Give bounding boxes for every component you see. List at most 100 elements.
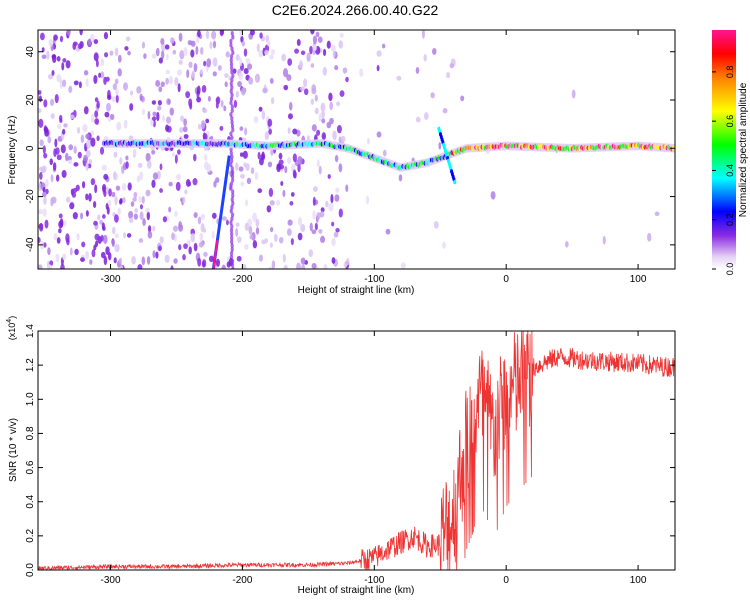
noise-cell bbox=[230, 135, 234, 141]
noise-cell bbox=[186, 239, 191, 247]
noise-cell bbox=[204, 153, 208, 162]
noise-cell bbox=[152, 111, 157, 117]
noise-cell bbox=[127, 182, 132, 191]
noise-cell bbox=[156, 105, 162, 111]
noise-cell bbox=[205, 118, 210, 124]
noise-cell bbox=[189, 102, 193, 110]
spectrogram-y-tick-label: 0 bbox=[25, 145, 36, 151]
noise-cell bbox=[62, 58, 67, 63]
noise-cell bbox=[157, 99, 162, 106]
noise-cell bbox=[170, 37, 175, 44]
noise-cell bbox=[287, 219, 293, 226]
noise-cell bbox=[129, 103, 134, 111]
noise-cell bbox=[205, 30, 210, 39]
noise-cell bbox=[47, 136, 52, 144]
noise-cell bbox=[127, 50, 131, 56]
noise-cell bbox=[62, 253, 67, 261]
noise-cell bbox=[178, 59, 183, 65]
noise-cell bbox=[73, 162, 79, 167]
noise-cell bbox=[73, 80, 79, 86]
noise-cell bbox=[118, 257, 122, 265]
noise-cell bbox=[128, 210, 134, 219]
noise-cell bbox=[229, 42, 233, 48]
noise-cell bbox=[278, 152, 283, 160]
snr-x-tick-label: -300 bbox=[101, 575, 121, 586]
noise-cell bbox=[199, 232, 204, 242]
noise-cell bbox=[423, 112, 429, 120]
spectrogram-x-tick-label: -300 bbox=[101, 274, 121, 285]
noise-cell bbox=[230, 173, 235, 179]
noise-cell bbox=[230, 77, 234, 83]
noise-cell bbox=[321, 132, 327, 141]
noise-cell bbox=[312, 35, 318, 45]
noise-cell bbox=[300, 257, 306, 265]
noise-cell bbox=[230, 247, 234, 253]
noise-cell bbox=[230, 216, 234, 222]
spectrogram-x-axis-label: Height of straight line (km) bbox=[298, 285, 415, 296]
noise-cell bbox=[156, 111, 160, 122]
noise-cell bbox=[87, 163, 92, 169]
noise-cell bbox=[160, 43, 166, 51]
snr-y-tick-label: 0.2 bbox=[25, 528, 36, 542]
noise-cell bbox=[224, 81, 228, 88]
noise-cell bbox=[177, 83, 181, 93]
noise-cell bbox=[230, 65, 234, 71]
noise-cell bbox=[94, 110, 99, 118]
noise-cell bbox=[94, 233, 100, 241]
noise-cell bbox=[252, 212, 258, 222]
noise-cell bbox=[158, 57, 163, 64]
noise-cell bbox=[231, 50, 235, 56]
noise-cell bbox=[72, 212, 78, 220]
snr-x-tick-label: 100 bbox=[630, 575, 647, 586]
noise-cell bbox=[188, 246, 192, 255]
noise-cell bbox=[292, 128, 298, 135]
noise-cell bbox=[102, 214, 106, 219]
noise-cell bbox=[141, 41, 146, 49]
noise-cell bbox=[41, 54, 47, 60]
noise-cell bbox=[72, 41, 78, 47]
noise-cell bbox=[331, 257, 336, 264]
noise-cell bbox=[94, 118, 99, 125]
noise-cell bbox=[58, 213, 63, 219]
noise-cell bbox=[203, 251, 208, 257]
noise-cell bbox=[43, 152, 48, 159]
noise-cell bbox=[53, 148, 57, 157]
noise-cell bbox=[269, 242, 273, 248]
noise-cell bbox=[318, 165, 322, 175]
noise-cell bbox=[38, 118, 44, 128]
noise-cell bbox=[172, 49, 177, 55]
noise-cell bbox=[230, 115, 234, 121]
noise-cell bbox=[57, 123, 62, 129]
noise-cell bbox=[165, 116, 171, 124]
noise-cell bbox=[113, 151, 118, 158]
noise-cell bbox=[146, 255, 151, 265]
noise-cell bbox=[165, 53, 169, 60]
noise-cell bbox=[131, 256, 136, 265]
noise-cell bbox=[77, 43, 83, 50]
noise-cell bbox=[248, 77, 254, 85]
noise-cell bbox=[310, 98, 315, 105]
noise-cell bbox=[238, 166, 244, 172]
noise-cell bbox=[231, 34, 235, 40]
noise-cell bbox=[215, 177, 220, 183]
noise-cell bbox=[38, 209, 44, 215]
spectrogram-y-tick-label: 20 bbox=[25, 94, 36, 106]
noise-cell bbox=[290, 238, 294, 246]
noise-cell bbox=[192, 178, 198, 186]
noise-cell bbox=[231, 212, 235, 218]
noise-cell bbox=[112, 171, 117, 180]
noise-cell bbox=[86, 251, 89, 259]
noise-cell bbox=[438, 142, 442, 150]
noise-cell bbox=[335, 187, 340, 193]
noise-cell bbox=[316, 159, 320, 168]
noise-cell bbox=[286, 74, 292, 82]
noise-cell bbox=[147, 160, 152, 169]
noise-cell bbox=[125, 155, 129, 161]
noise-cell bbox=[490, 191, 496, 200]
noise-cell bbox=[300, 224, 306, 232]
noise-cell bbox=[39, 139, 44, 147]
noise-cell bbox=[95, 59, 99, 68]
noise-cell bbox=[314, 94, 318, 102]
noise-cell bbox=[258, 157, 264, 166]
